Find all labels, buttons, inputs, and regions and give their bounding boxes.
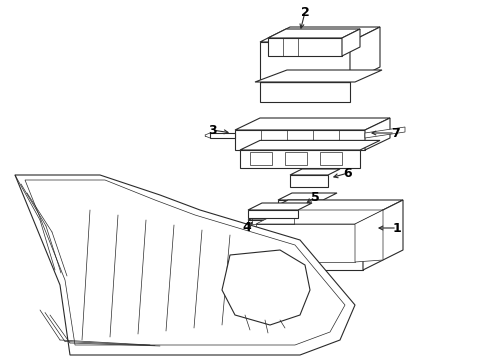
Polygon shape	[363, 200, 403, 270]
Polygon shape	[256, 224, 355, 262]
Polygon shape	[365, 118, 390, 150]
Text: 3: 3	[208, 123, 216, 136]
Polygon shape	[278, 193, 337, 200]
Polygon shape	[240, 140, 380, 150]
Polygon shape	[278, 200, 323, 210]
Polygon shape	[248, 200, 403, 220]
Polygon shape	[342, 29, 360, 56]
Polygon shape	[248, 220, 363, 270]
Text: 5: 5	[311, 190, 319, 203]
Polygon shape	[311, 210, 320, 216]
Polygon shape	[320, 152, 342, 165]
Polygon shape	[255, 70, 382, 82]
Polygon shape	[355, 210, 383, 262]
Polygon shape	[235, 118, 390, 130]
Polygon shape	[350, 27, 380, 82]
Polygon shape	[268, 29, 360, 38]
Polygon shape	[240, 150, 360, 168]
Polygon shape	[248, 203, 312, 210]
Polygon shape	[365, 127, 405, 138]
Polygon shape	[248, 210, 298, 218]
Polygon shape	[15, 175, 355, 355]
Text: 2: 2	[301, 5, 309, 18]
Text: 6: 6	[343, 166, 352, 180]
Text: 1: 1	[392, 221, 401, 234]
Text: 4: 4	[243, 220, 251, 234]
Polygon shape	[290, 175, 328, 187]
Polygon shape	[268, 38, 342, 56]
Polygon shape	[235, 130, 365, 150]
Polygon shape	[285, 152, 307, 165]
Polygon shape	[256, 210, 383, 224]
Polygon shape	[250, 152, 272, 165]
Polygon shape	[260, 42, 350, 82]
Polygon shape	[260, 27, 380, 42]
Polygon shape	[210, 133, 235, 138]
Polygon shape	[281, 210, 290, 216]
Polygon shape	[25, 180, 345, 345]
Polygon shape	[290, 169, 340, 175]
Polygon shape	[222, 250, 310, 325]
Text: 7: 7	[391, 126, 399, 140]
